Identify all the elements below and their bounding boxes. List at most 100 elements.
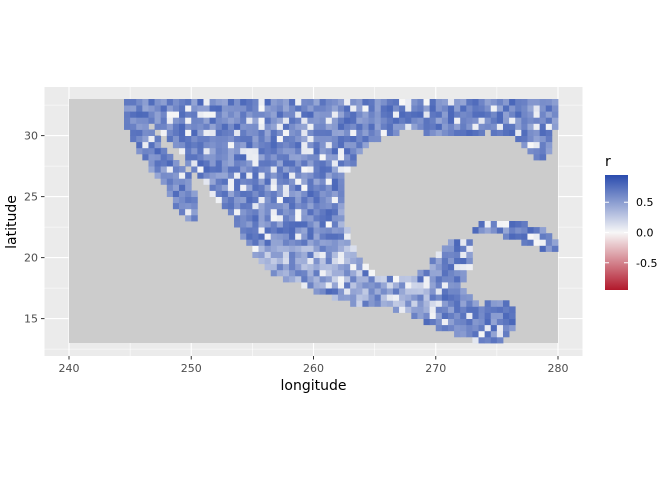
- heatmap-cell: [337, 251, 345, 258]
- heatmap-cell: [429, 300, 437, 307]
- heatmap-cell: [545, 233, 553, 240]
- heatmap-cell: [307, 105, 314, 112]
- heatmap-cell: [258, 208, 265, 216]
- heatmap-cell: [460, 318, 467, 326]
- heatmap-cell: [301, 178, 308, 185]
- heatmap-cell: [405, 111, 412, 118]
- heatmap-cell: [264, 105, 272, 112]
- heatmap-cell: [545, 129, 553, 136]
- heatmap-cell: [264, 208, 272, 216]
- heatmap-cell: [270, 111, 278, 118]
- heatmap-cell: [350, 117, 357, 124]
- heatmap-cell: [435, 129, 443, 136]
- heatmap-cell: [142, 135, 149, 143]
- heatmap-cell: [209, 172, 217, 179]
- heatmap-cell: [179, 117, 186, 124]
- heatmap-cell: [337, 208, 345, 216]
- heatmap-cell: [166, 105, 174, 112]
- heatmap-cell: [289, 117, 296, 124]
- heatmap-cell: [209, 178, 217, 185]
- heatmap-cell: [252, 172, 259, 179]
- heatmap-cell: [356, 275, 363, 283]
- heatmap-cell: [331, 263, 339, 271]
- heatmap-cell: [136, 123, 143, 130]
- heatmap-cell: [356, 147, 363, 155]
- heatmap-cell: [392, 288, 400, 295]
- heatmap-cell: [454, 111, 461, 118]
- heatmap-cell: [399, 123, 406, 130]
- heatmap-cell: [301, 214, 308, 222]
- heatmap-cell: [441, 275, 449, 283]
- heatmap-cell: [130, 99, 137, 106]
- heatmap-cell: [197, 153, 204, 161]
- heatmap-cell: [130, 123, 137, 130]
- heatmap-cell: [502, 324, 510, 332]
- heatmap-cell: [478, 318, 486, 326]
- heatmap-cell: [478, 129, 486, 136]
- heatmap-cell: [124, 99, 131, 106]
- heatmap-cell: [246, 233, 253, 240]
- heatmap-cell: [337, 153, 345, 161]
- heatmap-cell: [307, 251, 314, 258]
- heatmap-cell: [295, 257, 302, 265]
- heatmap-cell: [313, 135, 321, 143]
- heatmap-cell: [405, 123, 412, 130]
- heatmap-cell: [203, 153, 210, 161]
- heatmap-cell: [515, 227, 522, 234]
- heatmap-cell: [313, 202, 321, 210]
- heatmap-cell: [472, 318, 479, 326]
- heatmap-cell: [289, 153, 296, 161]
- heatmap-cell: [270, 214, 278, 222]
- heatmap-cell: [154, 141, 162, 149]
- heatmap-cell: [179, 147, 186, 155]
- heatmap-cell: [411, 288, 418, 295]
- heatmap-cell: [142, 129, 149, 136]
- heatmap-cell: [166, 99, 174, 106]
- heatmap-cell: [154, 99, 162, 106]
- heatmap-cell: [295, 202, 302, 210]
- heatmap-cell: [154, 105, 162, 112]
- heatmap-cell: [252, 135, 259, 143]
- heatmap-cell: [344, 135, 351, 143]
- heatmap-cell: [270, 202, 278, 210]
- heatmap-cell: [227, 99, 235, 106]
- heatmap-cell: [490, 99, 498, 106]
- heatmap-cell: [289, 196, 296, 204]
- heatmap-cell: [301, 190, 308, 197]
- heatmap-cell: [203, 166, 210, 173]
- heatmap-cell: [533, 117, 541, 124]
- heatmap-cell: [276, 208, 284, 216]
- heatmap-cell: [301, 141, 308, 149]
- heatmap-cell: [496, 324, 504, 332]
- heatmap-cell: [417, 105, 424, 112]
- heatmap-cell: [527, 147, 534, 155]
- heatmap-cell: [344, 129, 351, 136]
- heatmap-cell: [264, 153, 272, 161]
- heatmap-cell: [533, 129, 541, 136]
- heatmap-cell: [258, 105, 265, 112]
- y-axis-title: latitude: [4, 195, 20, 249]
- heatmap-cell: [350, 282, 357, 289]
- legend-colorbar: [605, 175, 628, 290]
- heatmap-cell: [527, 129, 534, 136]
- heatmap-cell: [325, 227, 333, 234]
- x-axis-ticks: 240 250 260 270 280: [59, 356, 569, 375]
- heatmap-cell: [521, 123, 528, 130]
- heatmap-cell: [252, 202, 259, 210]
- heatmap-cell: [166, 160, 174, 167]
- heatmap-cell: [319, 257, 327, 265]
- heatmap-cell: [362, 269, 369, 277]
- heatmap-cell: [282, 269, 290, 277]
- heatmap-cell: [289, 227, 296, 234]
- heatmap-cell: [160, 166, 168, 173]
- heatmap-cell: [215, 111, 223, 118]
- heatmap-cell: [484, 105, 492, 112]
- heatmap-cell: [325, 135, 333, 143]
- heatmap-cell: [289, 184, 296, 191]
- heatmap-cell: [441, 324, 449, 332]
- heatmap-cell: [154, 135, 162, 143]
- heatmap-cell: [166, 166, 174, 173]
- heatmap-cell: [301, 153, 308, 161]
- heatmap-cell: [435, 257, 443, 265]
- heatmap-cell: [191, 141, 198, 149]
